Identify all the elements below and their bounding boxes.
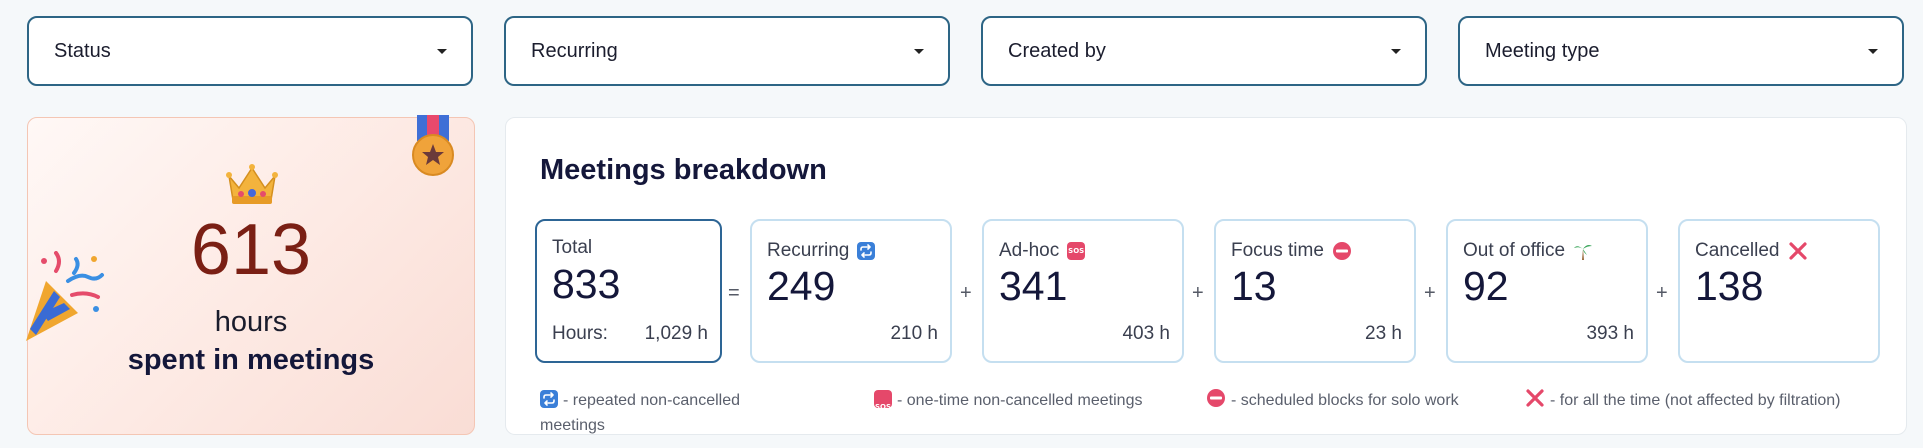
out-of-office-label: Out of office: [1463, 240, 1566, 261]
legend-item-cancelled: - for all the time (not affected by filt…: [1525, 388, 1841, 413]
plus-operator: +: [960, 282, 972, 304]
total-label: Total: [552, 237, 593, 258]
total-hours-label: Hours:: [552, 323, 608, 344]
recurring-label: Recurring: [767, 240, 850, 261]
cancelled-label: Cancelled: [1695, 240, 1780, 261]
focus-time-label: Focus time: [1231, 240, 1324, 261]
chevron-down-icon: [437, 48, 447, 54]
chevron-down-icon: [914, 48, 924, 54]
cancelled-meetings-card: Cancelled 138: [1678, 219, 1880, 363]
sos-icon: SOS: [1067, 242, 1086, 260]
crown-icon: [226, 164, 278, 204]
ad-hoc-label: Ad-hoc: [999, 240, 1060, 261]
hours-unit-label: hours: [214, 306, 288, 338]
chevron-down-icon: [1391, 48, 1401, 54]
recurring-meetings-card: Recurring 249 210 h: [750, 219, 952, 363]
focus-time-value: 13: [1231, 263, 1277, 309]
palm-tree-icon: [1574, 245, 1593, 260]
out-of-office-value: 92: [1463, 263, 1509, 309]
recurring-value: 249: [767, 263, 836, 309]
meetings-breakdown-panel: Meetings breakdown Total 833 Hours: 1,02…: [505, 117, 1907, 435]
plus-operator: +: [1424, 282, 1436, 304]
status-filter-label: Status: [54, 39, 111, 62]
no-entry-icon: [1207, 389, 1225, 407]
cross-mark-icon: [1788, 242, 1807, 260]
total-hours-value: 1,029 h: [644, 323, 708, 344]
legend-item-ad-hoc: SOS - one-time non-cancelled meetings: [874, 388, 1142, 413]
plus-operator: +: [1192, 282, 1204, 304]
party-popper-icon: [26, 251, 104, 341]
cancelled-value: 138: [1695, 263, 1764, 309]
focus-time-card: Focus time 13 23 h: [1214, 219, 1416, 363]
hours-caption: spent in meetings: [127, 344, 375, 376]
repeat-icon: [857, 242, 876, 260]
chevron-down-icon: [1868, 48, 1878, 54]
repeat-icon: [540, 390, 558, 408]
focus-time-hours: 23 h: [1365, 323, 1402, 344]
legend-item-focus-time: - scheduled blocks for solo work: [1206, 388, 1459, 413]
recurring-filter-label: Recurring: [531, 39, 618, 62]
legend-text: - one-time non-cancelled meetings: [897, 392, 1143, 409]
total-value: 833: [552, 261, 621, 307]
no-entry-icon: [1332, 242, 1351, 260]
meeting-type-filter-label: Meeting type: [1485, 39, 1600, 62]
legend-item-recurring: - repeated non-cancelled meetings: [540, 388, 770, 438]
total-meetings-card: Total 833 Hours: 1,029 h: [535, 219, 722, 363]
plus-operator: +: [1656, 282, 1668, 304]
status-filter-dropdown[interactable]: Status: [27, 16, 473, 86]
meeting-type-filter-dropdown[interactable]: Meeting type: [1458, 16, 1904, 86]
recurring-filter-dropdown[interactable]: Recurring: [504, 16, 950, 86]
equals-operator: =: [728, 282, 740, 304]
hours-summary-card: 613 hours spent in meetings: [26, 115, 475, 435]
created-by-filter-dropdown[interactable]: Created by: [981, 16, 1427, 86]
legend-text: - repeated non-cancelled meetings: [540, 392, 741, 434]
sos-icon: SOS: [874, 390, 892, 411]
ad-hoc-meetings-card: Ad-hoc SOS 341 403 h: [982, 219, 1184, 363]
ad-hoc-value: 341: [999, 263, 1068, 309]
cross-mark-icon: [1526, 389, 1544, 407]
out-of-office-card: Out of office 92 393 h: [1446, 219, 1648, 363]
ad-hoc-hours: 403 h: [1122, 323, 1170, 344]
legend-text: - for all the time (not affected by filt…: [1550, 392, 1841, 409]
legend-text: - scheduled blocks for solo work: [1231, 392, 1459, 409]
breakdown-title: Meetings breakdown: [540, 154, 827, 186]
out-of-office-hours: 393 h: [1586, 323, 1634, 344]
recurring-hours: 210 h: [890, 323, 938, 344]
hours-value: 613: [190, 210, 312, 290]
medal-icon: [412, 115, 454, 176]
created-by-filter-label: Created by: [1008, 39, 1106, 62]
